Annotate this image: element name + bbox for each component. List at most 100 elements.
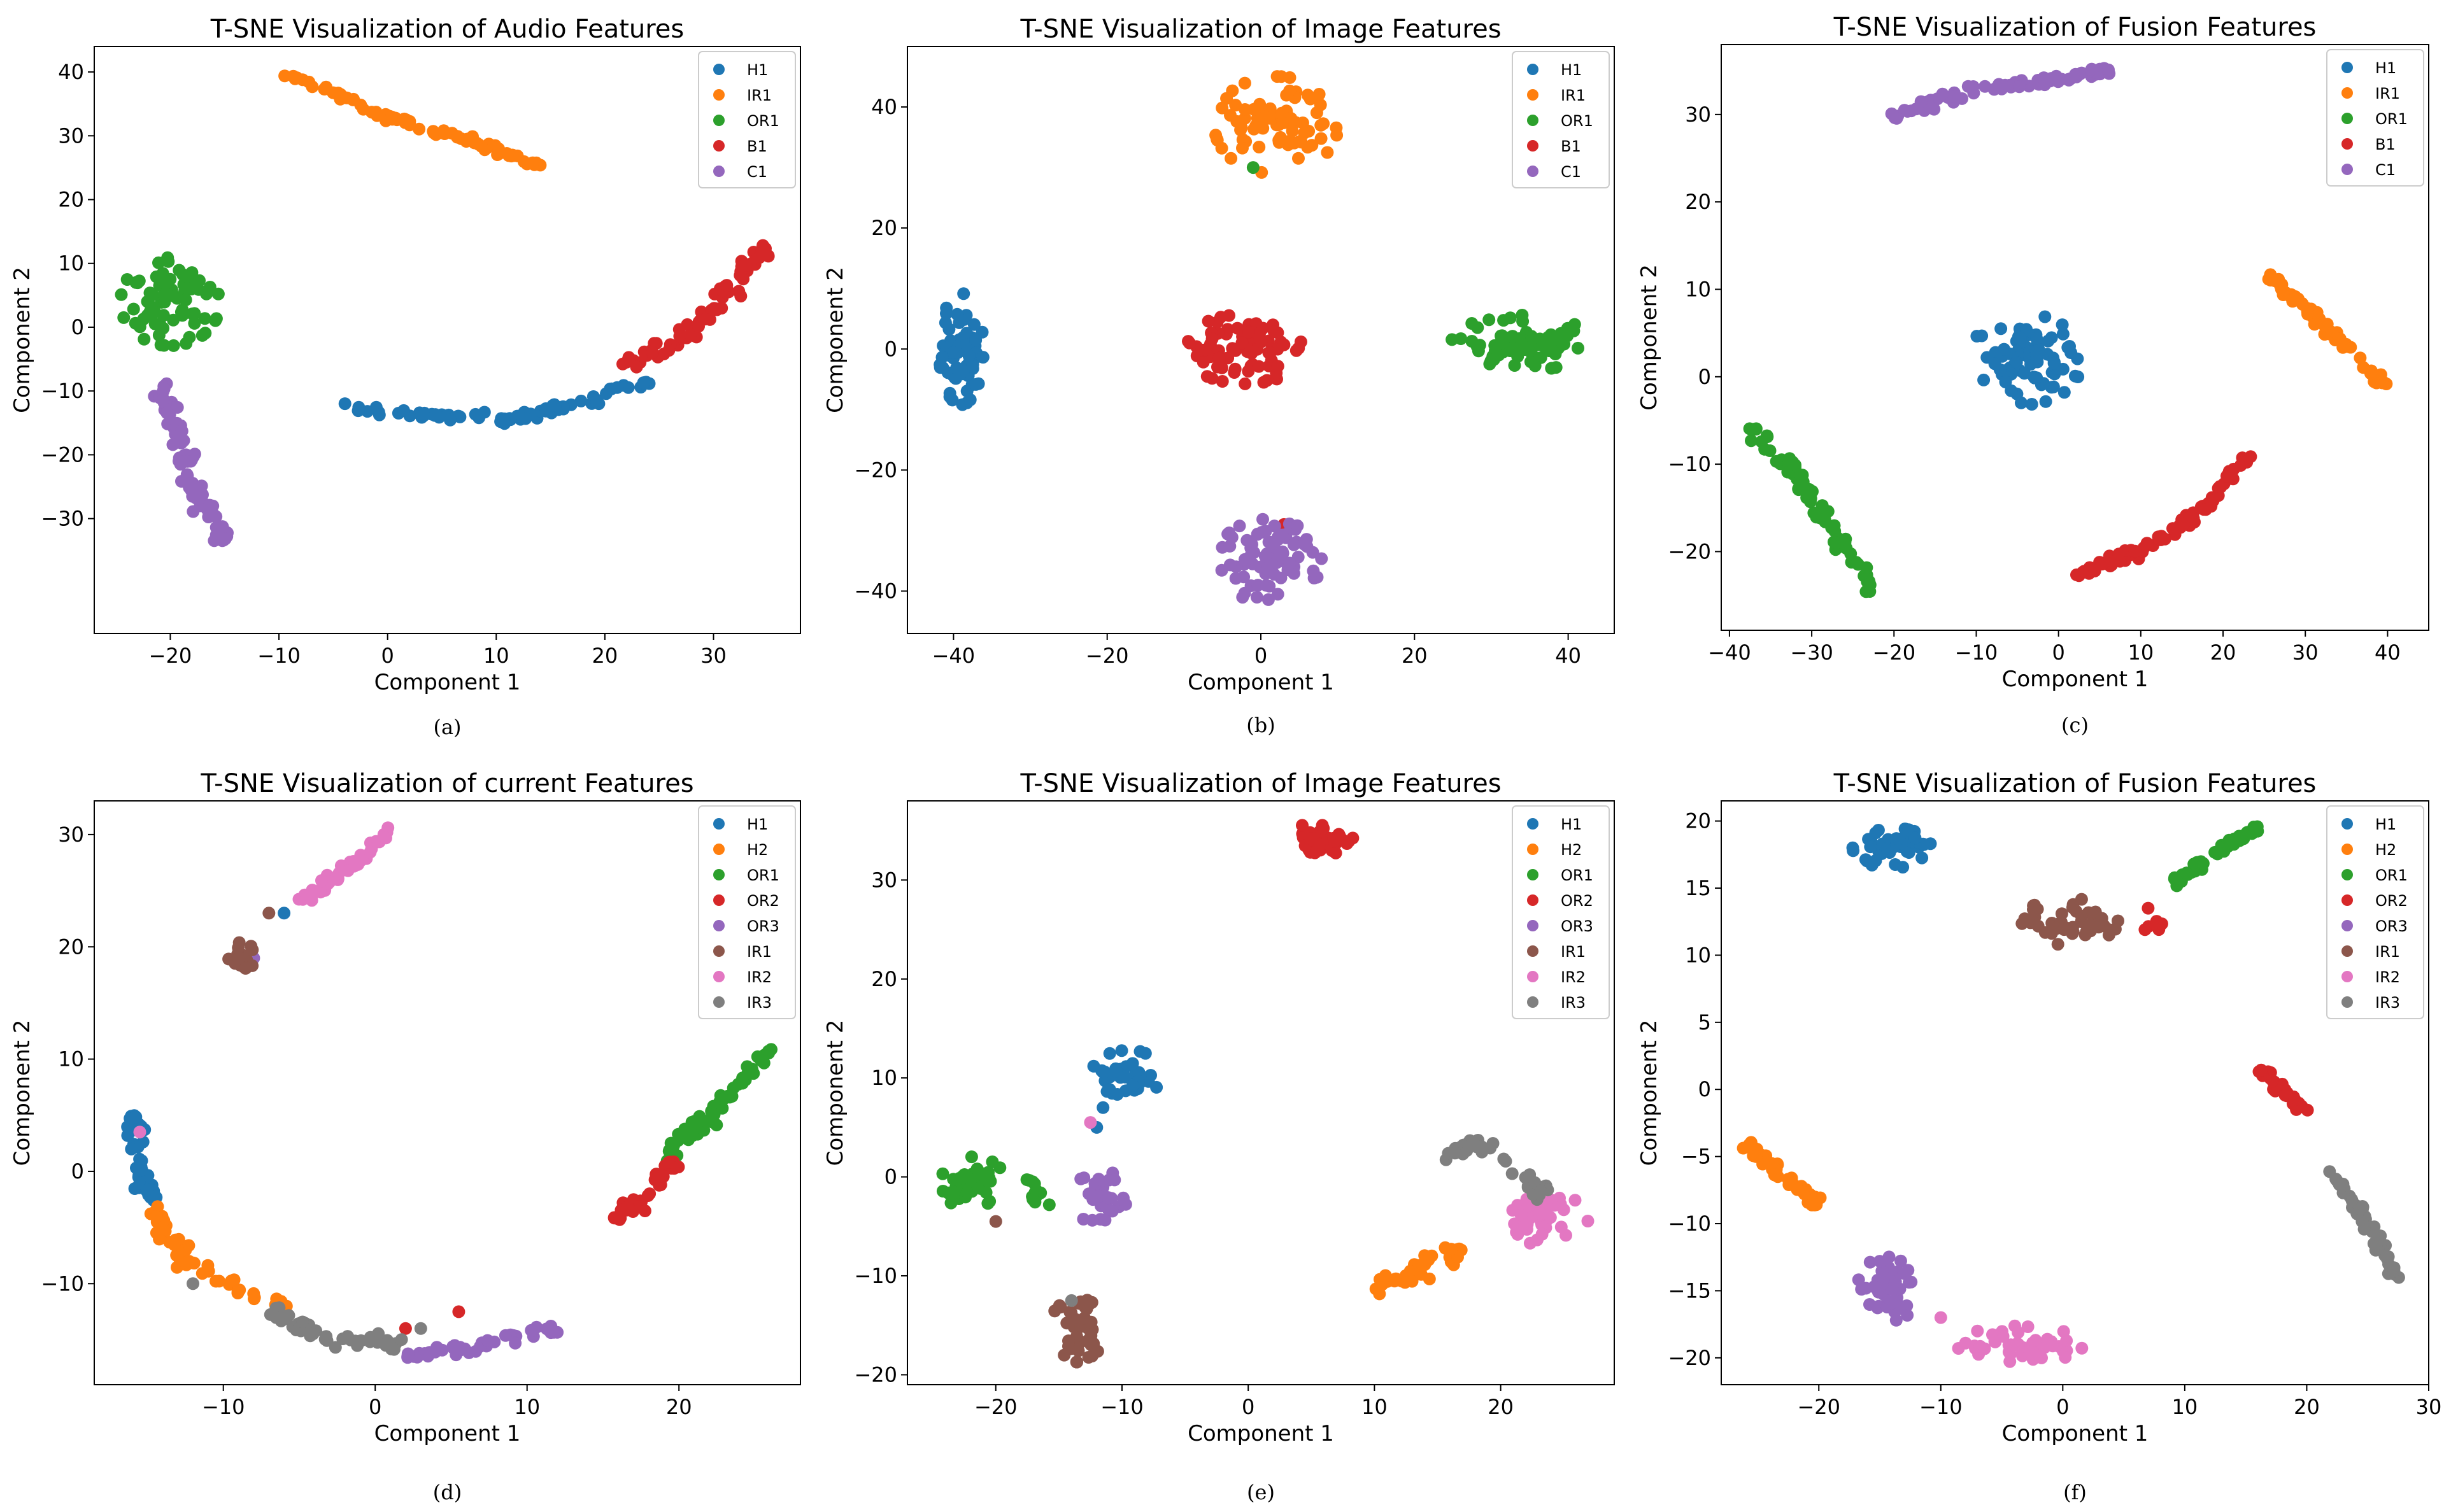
x-tick-label: 20	[2210, 640, 2236, 665]
legend: H1 H2 OR1 OR2 OR3 IR1 IR2 IR3	[2326, 805, 2424, 1019]
scatter-point	[187, 505, 200, 518]
series-c1	[148, 377, 234, 548]
legend-label: OR1	[1561, 866, 1593, 884]
scatter-point	[2368, 1220, 2381, 1233]
scatter-point	[963, 393, 977, 406]
y-axis-label: Component 2	[10, 267, 35, 413]
panel-caption: (a)	[433, 715, 461, 739]
scatter-point	[185, 266, 199, 279]
y-tick-label: 10	[1685, 277, 1711, 301]
scatter-point	[2214, 481, 2227, 494]
legend-marker	[2341, 945, 2353, 957]
scatter-point	[965, 1150, 978, 1164]
scatter-point	[1276, 117, 1289, 129]
scatter-point	[1998, 343, 2011, 356]
scatter-point	[1092, 1173, 1105, 1186]
scatter-point	[134, 1164, 147, 1177]
scatter-point	[481, 1334, 494, 1347]
scatter-point	[2319, 320, 2332, 333]
scatter-point	[1994, 322, 2008, 336]
scatter-point	[452, 1305, 465, 1318]
scatter-point	[936, 1185, 949, 1198]
x-tick-label: −10	[1955, 640, 1998, 665]
scatter-point	[451, 130, 464, 143]
scatter-point	[1292, 152, 1305, 165]
legend-label: H1	[747, 816, 768, 833]
scatter-point	[246, 943, 259, 956]
scatter-point	[1737, 1141, 1750, 1155]
chart-title: T-SNE Visualization of Audio Features	[210, 15, 685, 44]
scatter-point	[1335, 833, 1349, 846]
series-h2	[144, 1200, 293, 1313]
series-or2	[399, 1155, 685, 1335]
legend-label: OR2	[2375, 892, 2408, 910]
chart-title: T-SNE Visualization of current Features	[200, 769, 693, 798]
scatter-point	[2353, 1202, 2366, 1215]
scatter-point	[1268, 519, 1281, 533]
scatter-point	[278, 69, 292, 83]
y-tick-label: 40	[58, 60, 84, 84]
legend-marker	[1527, 996, 1538, 1008]
scatter-point	[2027, 912, 2040, 925]
scatter-point	[611, 381, 624, 394]
scatter-point	[1283, 71, 1297, 84]
legend-marker	[1527, 971, 1538, 982]
scatter-point	[1298, 126, 1311, 139]
scatter-point	[710, 303, 723, 316]
y-tick-label: −40	[854, 579, 897, 603]
scatter-point	[1568, 1194, 1582, 1207]
y-tick-label: 0	[1698, 365, 1711, 389]
scatter-point	[1379, 1269, 1392, 1282]
y-tick-label: 40	[871, 95, 897, 119]
legend-label: OR1	[747, 112, 779, 130]
x-axis-label: Component 1	[1188, 1421, 1334, 1446]
scatter-point	[1749, 1150, 1763, 1163]
y-tick-label: 20	[58, 935, 84, 959]
scatter-point	[1549, 361, 1563, 374]
scatter-point	[232, 1283, 246, 1297]
series-ir1	[222, 907, 276, 975]
x-tick-label: 20	[1402, 644, 1428, 668]
y-tick-label: −10	[1668, 452, 1711, 476]
scatter-point	[1271, 360, 1284, 373]
scatter-point	[210, 1275, 222, 1288]
x-tick-label: 30	[2292, 640, 2319, 665]
scatter-point	[2014, 332, 2027, 344]
scatter-point	[1287, 538, 1300, 551]
series-or1	[115, 251, 225, 352]
scatter-point	[2152, 918, 2165, 931]
scatter-point	[180, 468, 194, 481]
scatter-point	[306, 80, 319, 94]
scatter-point	[947, 346, 960, 359]
scatter-point	[630, 360, 643, 374]
legend-label: OR2	[747, 892, 779, 910]
series-b1	[616, 239, 775, 374]
legend-marker	[2341, 844, 2353, 855]
scatter-point	[2112, 914, 2124, 928]
series-or1	[936, 1150, 1056, 1212]
scatter-point	[1275, 106, 1289, 120]
scatter-point	[2025, 398, 2038, 411]
scatter-point	[1263, 346, 1277, 360]
scatter-point	[720, 279, 734, 292]
scatter-point	[683, 329, 697, 343]
scatter-point	[1098, 1213, 1112, 1227]
y-tick-label: −5	[1681, 1145, 1711, 1169]
scatter-point	[693, 1110, 706, 1123]
scatter-points	[936, 819, 1595, 1369]
scatter-point	[125, 1142, 138, 1155]
scatter-point	[1897, 1267, 1910, 1280]
x-tick-label: 40	[2375, 640, 2401, 665]
y-tick-label: −15	[1668, 1278, 1711, 1303]
series-or2	[2138, 901, 2314, 1117]
scatter-point	[1084, 1116, 1097, 1129]
legend: H1 IR1 OR1 B1 C1	[2326, 49, 2424, 187]
legend-label: OR2	[1561, 892, 1593, 910]
scatter-point	[1202, 314, 1215, 328]
scatter-point	[2254, 1063, 2268, 1077]
scatter-point	[1301, 88, 1314, 102]
scatter-point	[1517, 343, 1531, 357]
scatter-point	[1098, 1065, 1111, 1078]
scatter-point	[2187, 512, 2200, 525]
